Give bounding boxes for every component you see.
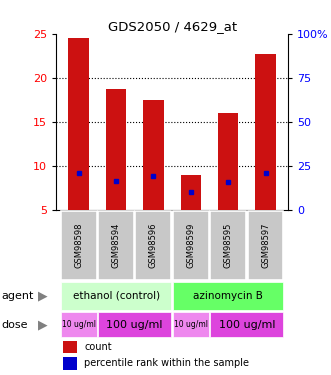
Bar bbox=[63, 357, 77, 370]
Text: dose: dose bbox=[2, 320, 28, 330]
Bar bbox=[143, 100, 164, 210]
Text: count: count bbox=[84, 342, 112, 352]
Text: GSM98596: GSM98596 bbox=[149, 223, 158, 268]
Text: ethanol (control): ethanol (control) bbox=[72, 291, 160, 301]
FancyBboxPatch shape bbox=[248, 211, 283, 280]
Bar bbox=[63, 341, 77, 353]
FancyBboxPatch shape bbox=[61, 211, 97, 280]
Text: ▶: ▶ bbox=[38, 318, 48, 331]
Text: GSM98595: GSM98595 bbox=[224, 223, 233, 268]
Text: ▶: ▶ bbox=[38, 289, 48, 302]
FancyBboxPatch shape bbox=[98, 211, 134, 280]
Text: 100 ug/ml: 100 ug/ml bbox=[107, 320, 163, 330]
Bar bbox=[69, 38, 89, 210]
FancyBboxPatch shape bbox=[98, 312, 171, 338]
FancyBboxPatch shape bbox=[210, 312, 283, 338]
Text: GSM98594: GSM98594 bbox=[112, 223, 120, 268]
Text: GSM98598: GSM98598 bbox=[74, 223, 83, 268]
Bar bbox=[255, 54, 276, 210]
FancyBboxPatch shape bbox=[210, 211, 246, 280]
Text: GSM98599: GSM98599 bbox=[186, 223, 195, 268]
Bar bbox=[218, 113, 238, 210]
FancyBboxPatch shape bbox=[135, 211, 171, 280]
Text: 100 ug/ml: 100 ug/ml bbox=[218, 320, 275, 330]
FancyBboxPatch shape bbox=[173, 211, 209, 280]
Text: GSM98597: GSM98597 bbox=[261, 223, 270, 268]
Bar bbox=[180, 175, 201, 210]
Text: agent: agent bbox=[2, 291, 34, 301]
Bar bbox=[106, 89, 126, 210]
Text: azinomycin B: azinomycin B bbox=[193, 291, 263, 301]
FancyBboxPatch shape bbox=[61, 312, 97, 338]
Text: percentile rank within the sample: percentile rank within the sample bbox=[84, 358, 249, 368]
Title: GDS2050 / 4629_at: GDS2050 / 4629_at bbox=[108, 20, 237, 33]
FancyBboxPatch shape bbox=[173, 282, 283, 310]
FancyBboxPatch shape bbox=[173, 312, 209, 338]
Text: 10 ug/ml: 10 ug/ml bbox=[62, 320, 96, 329]
FancyBboxPatch shape bbox=[61, 282, 171, 310]
Text: 10 ug/ml: 10 ug/ml bbox=[174, 320, 208, 329]
